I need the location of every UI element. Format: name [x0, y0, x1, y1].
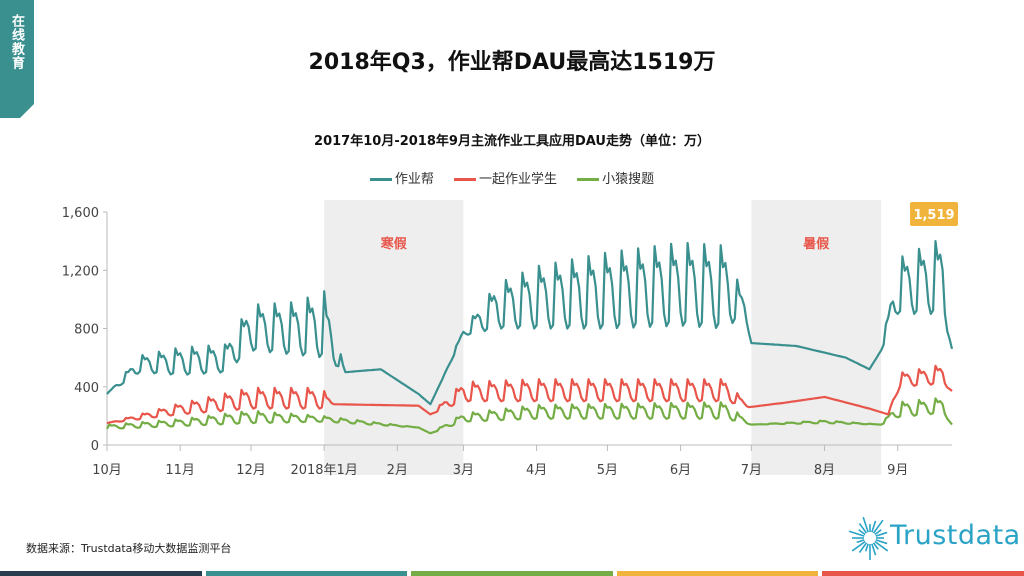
logo-burst-ray	[872, 542, 879, 550]
series-line-zuoyebang	[106, 239, 954, 406]
page-title: 2018年Q3，作业帮DAU最高达1519万	[308, 50, 716, 75]
y-tick-label: 1,600	[62, 206, 99, 221]
chart-title: 2017年10月-2018年9月主流作业工具应用DAU走势（单位：万）	[314, 134, 710, 149]
x-tick-label: 6月	[670, 463, 691, 478]
series-line-yiqi	[106, 364, 953, 425]
footer-bar-segment	[822, 571, 1024, 576]
x-tick-label: 8月	[814, 463, 835, 478]
x-tick-label: 7月	[741, 463, 762, 478]
logo-burst-ray	[862, 516, 869, 533]
shaded-period-label: 寒假	[380, 236, 408, 252]
legend-swatch-zuoyebang	[369, 178, 392, 181]
logo-burst-ray	[872, 519, 884, 534]
footer-bar-segment	[616, 571, 819, 576]
legend-item-xiaoyuan: 小猿搜题	[577, 168, 654, 187]
logo-burst-ray	[858, 542, 868, 554]
footer-color-bar	[0, 571, 1024, 576]
legend-item-yiqi: 一起作业学生	[453, 168, 557, 187]
max-value-callout	[910, 202, 958, 226]
logo-burst-ray	[875, 539, 888, 545]
legend-swatch-yiqi	[453, 178, 476, 181]
legend-label-zuoyebang: 作业帮	[394, 172, 434, 187]
y-tick-label: 1,200	[62, 264, 99, 279]
x-tick-label: 10月	[92, 463, 122, 478]
x-tick-label: 11月	[165, 463, 195, 478]
logo-burst-ray	[874, 540, 889, 552]
logo-burst-ray	[858, 529, 866, 536]
max-value-callout-label: 1,519	[913, 208, 954, 223]
footer-bar-segment	[205, 571, 408, 576]
legend-item-zuoyebang: 作业帮	[369, 168, 434, 187]
logo-burst-ray	[848, 530, 865, 537]
logo-burst-ray	[875, 531, 888, 537]
trustdata-logo-text: Trustdata	[890, 520, 1021, 551]
trustdata-logo: Trustdata	[846, 508, 1020, 564]
logo-burst-ray	[856, 539, 865, 544]
y-tick-label: 400	[74, 381, 99, 396]
x-tick-label: 5月	[597, 463, 618, 478]
footer-bar-segment	[411, 571, 613, 576]
x-tick-label: 4月	[526, 463, 547, 478]
x-tick-label: 9月	[887, 463, 908, 478]
logo-burst-ray	[871, 520, 877, 533]
shaded-period-2	[751, 200, 882, 475]
y-tick-label: 0	[91, 439, 99, 454]
legend-label-xiaoyuan: 小猿搜题	[602, 172, 655, 187]
section-tab: 在线教育	[0, 0, 34, 118]
trustdata-logo-burst-icon	[848, 516, 889, 560]
logo-burst-ray	[871, 543, 877, 556]
legend-swatch-xiaoyuan	[577, 178, 600, 181]
chart-legend: 作业帮 一起作业学生 小猿搜题	[0, 168, 1024, 187]
x-tick-label: 12月	[236, 463, 266, 478]
section-tab-label: 在线教育	[9, 14, 24, 70]
logo-burst-ray	[851, 540, 866, 552]
shaded-period-label: 暑假	[802, 236, 830, 252]
series-line-xiaoyuan	[106, 397, 953, 435]
x-tick-label: 2018年1月	[290, 463, 357, 478]
y-tick-label: 800	[74, 323, 99, 338]
footer-bar-segment	[0, 571, 202, 576]
shaded-period-1	[324, 200, 464, 475]
x-tick-label: 2月	[387, 463, 408, 478]
logo-burst-ray	[864, 543, 869, 552]
legend-label-yiqi: 一起作业学生	[478, 172, 557, 187]
dau-line-chart: 寒假 暑假 0 400 800 1,200 1,600 10月 11月 12月 2018年1月 2月 3…	[62, 200, 958, 478]
x-tick-label: 3月	[453, 463, 474, 478]
logo-burst-ray	[858, 522, 868, 534]
logo-burst-ray	[874, 529, 882, 536]
section-tab-shape	[0, 0, 34, 118]
data-source-note: 数据来源：Trustdata移动大数据监测平台	[26, 542, 232, 555]
